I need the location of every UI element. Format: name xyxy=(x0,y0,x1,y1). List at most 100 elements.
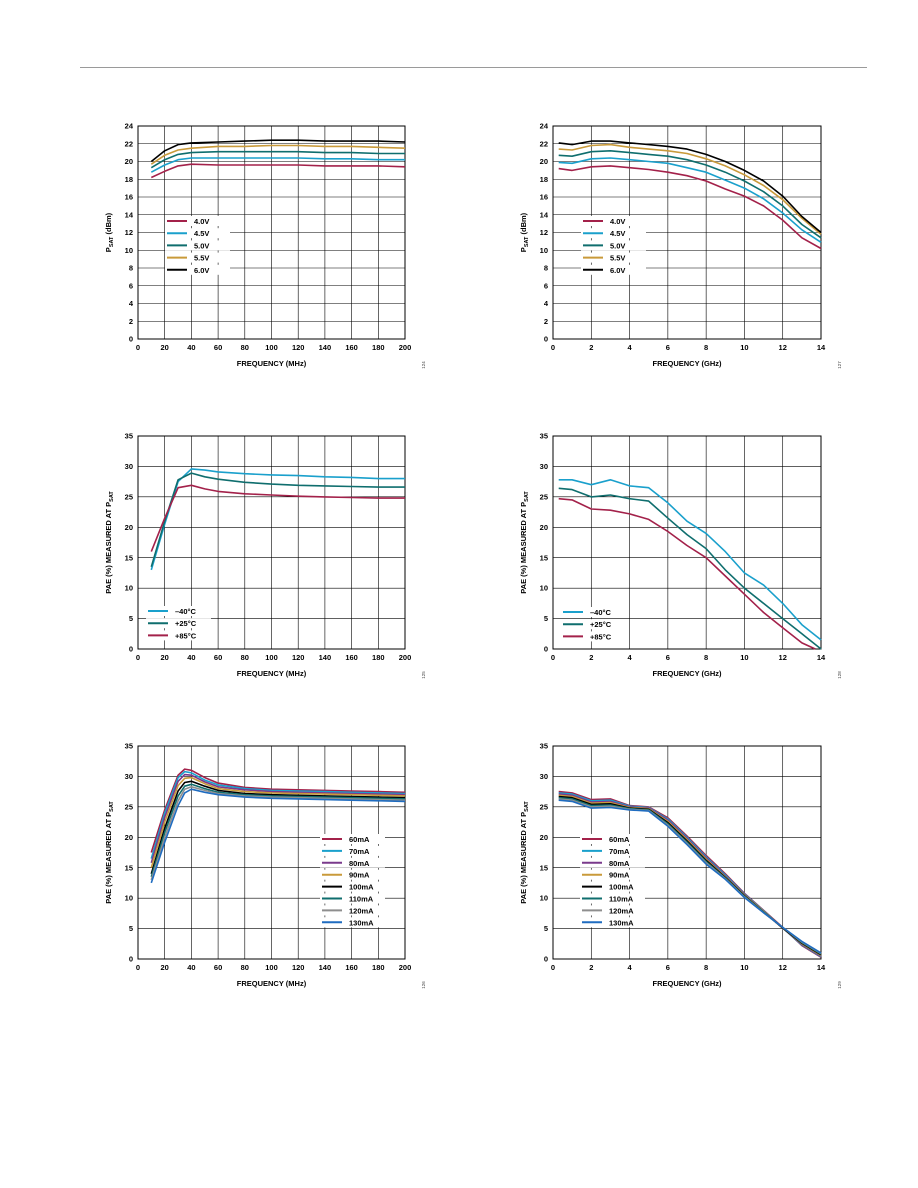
legend-bg xyxy=(165,252,230,263)
legend-bg xyxy=(320,845,385,856)
x-tick-label: 120 xyxy=(292,963,305,972)
x-tick-label: 2 xyxy=(589,343,593,352)
y-tick-label: 6 xyxy=(129,281,133,290)
x-tick-label: 160 xyxy=(345,963,358,972)
y-tick-label: 25 xyxy=(125,802,133,811)
y-tick-label: 15 xyxy=(125,863,133,872)
series-line-6.0V xyxy=(150,139,406,163)
figure-id: 127 xyxy=(837,361,842,369)
figure-id: 125 xyxy=(421,671,426,679)
figure-id: 129 xyxy=(837,981,842,989)
x-tick-label: 40 xyxy=(187,653,195,662)
legend-bg xyxy=(580,857,645,868)
x-axis-title: FREQUENCY (MHz) xyxy=(237,359,307,368)
series-line-+25°C xyxy=(558,487,822,650)
x-tick-label: 120 xyxy=(292,653,305,662)
legend-bg xyxy=(561,607,626,617)
x-tick-label: 20 xyxy=(161,963,169,972)
legend-label: +85°C xyxy=(175,631,197,640)
y-tick-label: 35 xyxy=(125,742,133,751)
x-tick-label: 200 xyxy=(399,343,412,352)
legend: 60mA 70mA 80mA 90mA 100mA 110mA 120mA 130mA xyxy=(320,834,385,928)
legend-bg xyxy=(146,606,211,616)
series-line-4.0V xyxy=(150,163,406,179)
y-tick-label: 30 xyxy=(125,462,133,471)
x-tick-label: 0 xyxy=(551,343,555,352)
x-tick-label: 120 xyxy=(292,343,305,352)
y-tick-label: 30 xyxy=(540,772,548,781)
x-tick-label: 12 xyxy=(779,653,787,662)
x-tick-label: 200 xyxy=(399,963,412,972)
y-tick-label: 4 xyxy=(129,299,134,308)
y-tick-label: 12 xyxy=(125,228,133,237)
x-tick-label: 60 xyxy=(214,343,222,352)
y-axis-title: PSAT (dBm) xyxy=(104,212,115,252)
series-line-80mA xyxy=(150,773,406,864)
chart-psat-ghz: 0 2 4 6 8 10 12 14024681012141618202224FREQUENC… xyxy=(519,122,842,369)
plot-frame xyxy=(137,125,406,340)
y-tick-label: 25 xyxy=(540,802,548,811)
y-tick-label: 25 xyxy=(125,492,133,501)
series-line-+85°C xyxy=(150,484,405,552)
y-tick-label: 30 xyxy=(540,462,548,471)
x-axis-title: FREQUENCY (MHz) xyxy=(237,979,307,988)
x-tick-label: 4 xyxy=(627,343,632,352)
legend: 4.0V 4.5V 5.0V 5.5V 6.0V xyxy=(581,216,646,275)
legend: –40°C +25°C +85°C xyxy=(146,606,211,641)
legend-bg xyxy=(561,631,626,642)
figure-id: 124 xyxy=(421,361,426,369)
x-tick-label: 6 xyxy=(666,963,670,972)
y-tick-label: 14 xyxy=(125,210,134,219)
x-tick-label: 100 xyxy=(265,343,278,352)
y-tick-label: 22 xyxy=(540,139,548,148)
legend-label: 100mA xyxy=(349,883,374,892)
y-tick-label: 12 xyxy=(540,228,548,237)
y-tick-label: 5 xyxy=(129,924,133,933)
y-tick-label: 20 xyxy=(125,833,133,842)
x-axis-title: FREQUENCY (GHz) xyxy=(652,979,722,988)
y-tick-label: 0 xyxy=(544,645,548,654)
legend-bg xyxy=(165,228,230,239)
legend-bg xyxy=(320,869,385,880)
legend-bg xyxy=(320,905,385,916)
chart-pae-temp-mhz: 0 20 40 60 80 100 120 140 160 180 200 0 5 10 15 20 25 30 3… xyxy=(104,432,426,679)
y-tick-label: 10 xyxy=(540,584,548,593)
legend-label: 4.0V xyxy=(610,217,625,226)
x-tick-label: 2 xyxy=(589,963,593,972)
y-tick-label: 18 xyxy=(540,175,548,184)
x-tick-label: 0 xyxy=(136,343,140,352)
x-axis-title: FREQUENCY (GHz) xyxy=(652,669,722,678)
x-tick-label: 6 xyxy=(666,653,670,662)
y-tick-label: 15 xyxy=(540,553,548,562)
series-line-100mA xyxy=(150,780,406,875)
y-tick-label: 35 xyxy=(540,742,548,751)
legend-bg xyxy=(320,893,385,904)
chart-pae-temp-ghz: 0 2 4 6 8 10 12 14 0 5 10 15 20 25 30 35 FREQUENCY (GHz)… xyxy=(519,432,842,679)
legend-bg xyxy=(581,216,646,226)
chart-pae-current-ghz: 0 2 4 6 8 10 12 14 0 5 10 15 20 25 30 35 FREQUENCY (GHz)… xyxy=(519,742,842,989)
y-tick-label: 22 xyxy=(125,139,133,148)
y-tick-label: 10 xyxy=(540,246,548,255)
legend: 60mA 70mA 80mA 90mA 100mA 110mA 120mA 130mA xyxy=(580,834,645,928)
legend-bg xyxy=(146,630,211,641)
x-tick-label: 140 xyxy=(319,343,332,352)
y-tick-label: 8 xyxy=(129,264,133,273)
legend-label: –40°C xyxy=(590,608,612,617)
y-axis-title: PAE (%) MEASURED AT PSAT xyxy=(104,801,115,904)
x-tick-label: 14 xyxy=(817,343,826,352)
x-axis-title: FREQUENCY (GHz) xyxy=(652,359,722,368)
legend-bg xyxy=(581,264,646,275)
x-tick-label: 0 xyxy=(136,653,140,662)
x-tick-label: 8 xyxy=(704,963,708,972)
x-tick-label: 80 xyxy=(241,653,249,662)
legend-bg xyxy=(581,240,646,251)
x-tick-label: 10 xyxy=(740,343,748,352)
x-tick-label: 200 xyxy=(399,653,412,662)
legend-bg xyxy=(580,917,645,928)
y-tick-label: 24 xyxy=(125,122,134,131)
x-tick-label: 80 xyxy=(241,343,249,352)
legend-bg xyxy=(320,857,385,868)
x-tick-label: 140 xyxy=(319,653,332,662)
x-tick-label: 10 xyxy=(740,653,748,662)
